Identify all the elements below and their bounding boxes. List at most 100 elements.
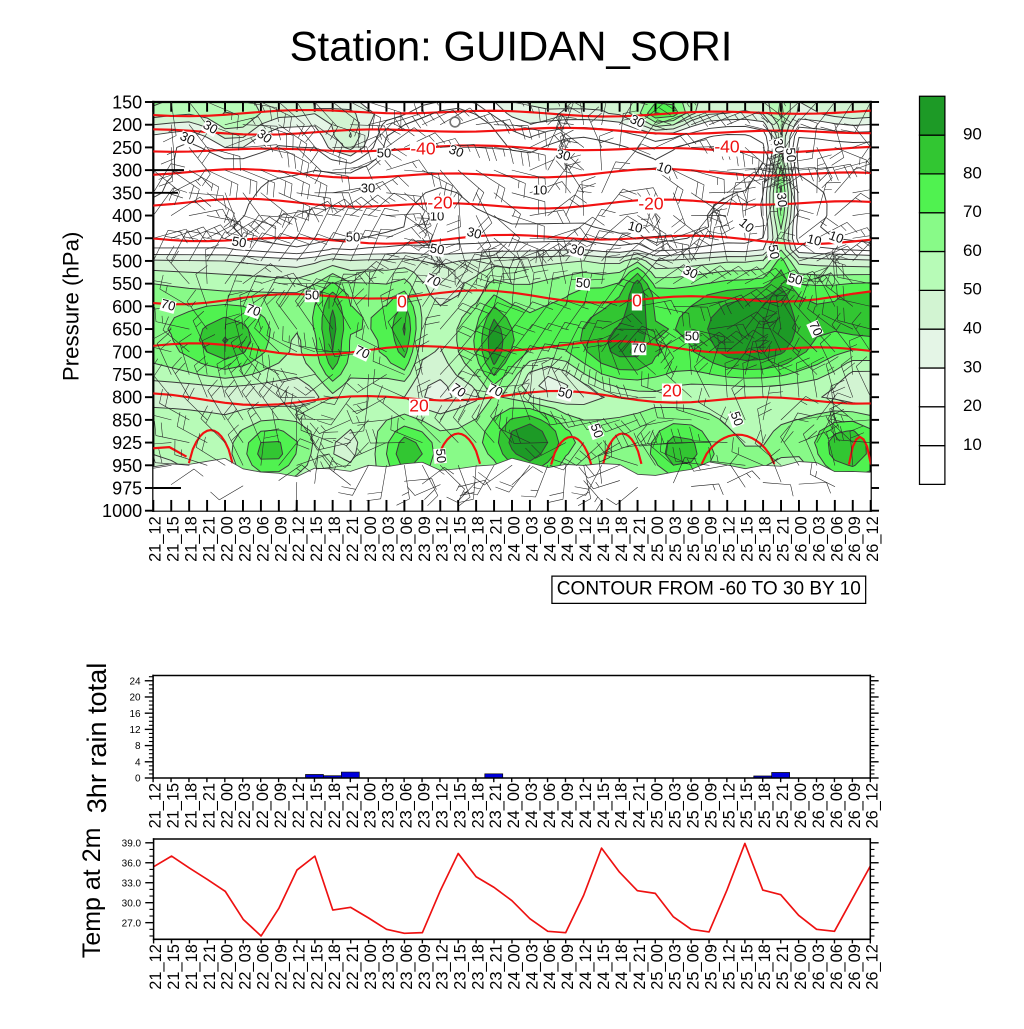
svg-text:20: 20 bbox=[662, 381, 682, 401]
svg-text:21_18: 21_18 bbox=[183, 516, 201, 562]
svg-text:0: 0 bbox=[397, 292, 407, 312]
svg-text:850: 850 bbox=[112, 410, 142, 430]
svg-text:21_21: 21_21 bbox=[201, 944, 219, 990]
svg-text:22_06: 22_06 bbox=[254, 783, 272, 829]
svg-text:12: 12 bbox=[129, 725, 141, 736]
svg-text:700: 700 bbox=[112, 342, 142, 362]
svg-text:0: 0 bbox=[632, 291, 642, 311]
svg-text:26_09: 26_09 bbox=[846, 944, 864, 990]
svg-text:23_18: 23_18 bbox=[469, 783, 487, 829]
svg-text:0: 0 bbox=[135, 774, 141, 785]
svg-text:30: 30 bbox=[178, 128, 197, 148]
svg-text:70: 70 bbox=[806, 319, 826, 338]
svg-text:10: 10 bbox=[805, 231, 823, 249]
svg-text:24_09: 24_09 bbox=[559, 783, 577, 829]
svg-text:Station: GUIDAN_SORI: Station: GUIDAN_SORI bbox=[290, 23, 733, 70]
svg-text:26_03: 26_03 bbox=[810, 944, 828, 990]
svg-text:90: 90 bbox=[963, 124, 982, 143]
svg-text:70: 70 bbox=[353, 342, 372, 362]
svg-text:30: 30 bbox=[963, 357, 982, 376]
svg-text:24_15: 24_15 bbox=[595, 516, 613, 562]
svg-text:22_18: 22_18 bbox=[326, 516, 344, 562]
svg-text:23_12: 23_12 bbox=[434, 516, 452, 562]
svg-text:23_21: 23_21 bbox=[488, 516, 506, 562]
svg-text:800: 800 bbox=[112, 388, 142, 408]
svg-text:30: 30 bbox=[681, 262, 700, 282]
svg-text:24_21: 24_21 bbox=[631, 783, 649, 829]
svg-text:22_06: 22_06 bbox=[255, 944, 273, 990]
svg-text:70: 70 bbox=[159, 296, 177, 314]
svg-text:26_12: 26_12 bbox=[864, 783, 882, 829]
svg-text:Temp at 2m: Temp at 2m bbox=[78, 828, 106, 959]
svg-text:23_03: 23_03 bbox=[380, 516, 398, 562]
svg-text:20: 20 bbox=[129, 693, 141, 704]
svg-text:21_12: 21_12 bbox=[147, 944, 165, 990]
svg-text:23_00: 23_00 bbox=[362, 783, 380, 829]
svg-text:350: 350 bbox=[112, 183, 142, 203]
svg-text:600: 600 bbox=[112, 297, 142, 317]
svg-text:-20: -20 bbox=[638, 194, 664, 214]
svg-text:10: 10 bbox=[533, 182, 548, 197]
svg-text:39.0: 39.0 bbox=[122, 838, 142, 849]
svg-text:24_12: 24_12 bbox=[577, 516, 595, 562]
svg-text:22_09: 22_09 bbox=[272, 783, 290, 829]
svg-text:23_12: 23_12 bbox=[434, 944, 452, 990]
svg-text:10: 10 bbox=[655, 158, 674, 177]
svg-text:30.0: 30.0 bbox=[122, 898, 142, 909]
svg-text:24_03: 24_03 bbox=[523, 944, 541, 990]
svg-text:50: 50 bbox=[429, 240, 446, 257]
svg-text:CONTOUR FROM -60 TO 30 BY 10: CONTOUR FROM -60 TO 30 BY 10 bbox=[557, 579, 861, 600]
svg-text:21_15: 21_15 bbox=[165, 944, 183, 990]
svg-text:80: 80 bbox=[963, 163, 982, 182]
svg-text:24_18: 24_18 bbox=[613, 783, 631, 829]
svg-text:24_15: 24_15 bbox=[595, 944, 613, 990]
svg-text:23_00: 23_00 bbox=[362, 516, 380, 562]
svg-text:21_12: 21_12 bbox=[147, 516, 165, 562]
svg-text:30: 30 bbox=[447, 141, 466, 160]
svg-text:24: 24 bbox=[129, 676, 141, 687]
svg-text:25_03: 25_03 bbox=[667, 783, 685, 829]
svg-text:50: 50 bbox=[575, 275, 591, 291]
svg-text:22_03: 22_03 bbox=[237, 944, 255, 990]
svg-text:24_21: 24_21 bbox=[631, 944, 649, 990]
svg-text:24_09: 24_09 bbox=[559, 516, 577, 562]
svg-text:26_06: 26_06 bbox=[828, 783, 846, 829]
svg-text:23_06: 23_06 bbox=[398, 783, 416, 829]
svg-text:25_03: 25_03 bbox=[667, 516, 685, 562]
svg-text:50: 50 bbox=[728, 409, 747, 428]
svg-text:25_00: 25_00 bbox=[649, 944, 667, 990]
svg-text:925: 925 bbox=[112, 433, 142, 453]
svg-text:24_06: 24_06 bbox=[541, 783, 559, 829]
svg-text:250: 250 bbox=[112, 138, 142, 158]
svg-text:22_15: 22_15 bbox=[308, 516, 326, 562]
svg-text:24_00: 24_00 bbox=[505, 516, 523, 562]
svg-text:30: 30 bbox=[361, 180, 376, 195]
svg-text:25_15: 25_15 bbox=[738, 944, 756, 990]
svg-text:27.0: 27.0 bbox=[122, 918, 142, 929]
svg-text:21_21: 21_21 bbox=[200, 783, 218, 829]
svg-text:Pressure (hPa): Pressure (hPa) bbox=[58, 232, 83, 381]
svg-text:40: 40 bbox=[963, 319, 982, 338]
svg-text:22_21: 22_21 bbox=[344, 783, 362, 829]
svg-text:150: 150 bbox=[112, 93, 142, 113]
svg-text:70: 70 bbox=[632, 340, 647, 355]
svg-text:23_12: 23_12 bbox=[433, 783, 451, 829]
svg-text:22_18: 22_18 bbox=[326, 783, 344, 829]
svg-text:24_21: 24_21 bbox=[631, 516, 649, 562]
svg-text:21_18: 21_18 bbox=[183, 944, 201, 990]
svg-text:10: 10 bbox=[626, 218, 644, 236]
svg-text:23_09: 23_09 bbox=[415, 783, 433, 829]
svg-text:50: 50 bbox=[765, 243, 782, 260]
svg-text:950: 950 bbox=[112, 456, 142, 476]
svg-text:650: 650 bbox=[112, 320, 142, 340]
svg-text:22_15: 22_15 bbox=[308, 944, 326, 990]
svg-text:26_12: 26_12 bbox=[864, 516, 882, 562]
svg-text:22_12: 22_12 bbox=[290, 516, 308, 562]
svg-text:26_00: 26_00 bbox=[792, 783, 810, 829]
svg-text:23_03: 23_03 bbox=[380, 783, 398, 829]
svg-text:22_03: 22_03 bbox=[236, 783, 254, 829]
svg-text:24_12: 24_12 bbox=[577, 783, 595, 829]
svg-text:22_12: 22_12 bbox=[290, 944, 308, 990]
svg-text:30: 30 bbox=[201, 117, 221, 137]
svg-text:23_15: 23_15 bbox=[452, 516, 470, 562]
